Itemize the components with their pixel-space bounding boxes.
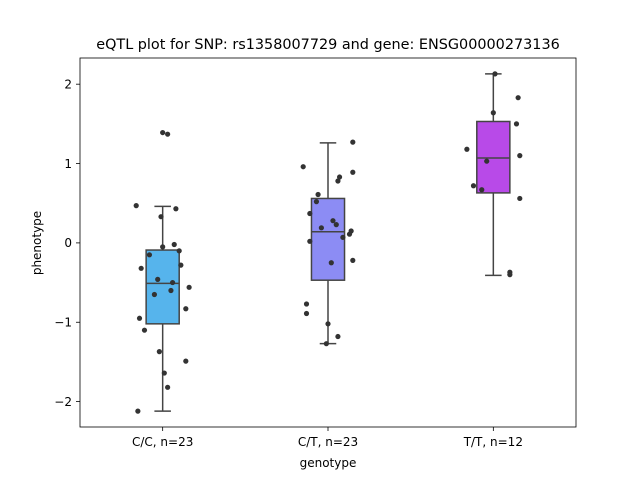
box-iqr (476, 120, 511, 194)
data-point (183, 358, 189, 364)
data-point (330, 218, 336, 224)
data-point (141, 327, 148, 333)
data-point (325, 321, 331, 327)
data-point (517, 153, 523, 159)
data-point (346, 231, 353, 237)
data-point (138, 265, 144, 271)
data-point (151, 291, 157, 298)
data-point (323, 341, 329, 347)
data-point (155, 276, 161, 282)
data-point (313, 199, 320, 205)
data-point (350, 257, 356, 263)
x-tick-label: C/T, n=23 (298, 435, 358, 449)
data-point (168, 287, 174, 294)
data-point (350, 139, 356, 145)
data-point (186, 284, 192, 290)
box-iqr (310, 197, 346, 281)
data-point (165, 131, 171, 137)
data-point (492, 71, 498, 77)
data-point (165, 384, 171, 390)
y-tick-label: 0 (64, 236, 72, 250)
data-point (160, 129, 166, 136)
x-tick-label: C/C, n=23 (132, 435, 193, 449)
data-point (328, 260, 334, 266)
data-point (513, 121, 520, 127)
data-point (315, 191, 321, 198)
data-point (183, 306, 189, 312)
y-tick-label: −2 (54, 395, 72, 409)
axes-frame (79, 57, 577, 428)
data-point (146, 252, 153, 258)
data-point (169, 279, 176, 286)
data-point (307, 238, 313, 244)
box-iqr (145, 249, 180, 325)
data-point (173, 206, 179, 212)
data-point (161, 370, 167, 376)
data-point (160, 244, 166, 250)
y-tick-label: 2 (64, 77, 72, 91)
data-point (490, 110, 496, 116)
data-point (307, 210, 313, 217)
y-tick-label: 1 (64, 157, 72, 171)
data-point (340, 234, 346, 240)
data-point (303, 301, 310, 307)
data-point (178, 262, 184, 268)
data-point (479, 187, 485, 193)
data-point (484, 158, 490, 164)
data-point (517, 195, 523, 202)
data-point (300, 164, 306, 170)
plot-area: −2 −1 0 1 2 C/C, n=23 C/T, n=23 T/T, n=12 (54, 57, 577, 449)
data-point (318, 225, 324, 231)
data-point (507, 272, 513, 278)
data-point (335, 178, 341, 184)
x-axis-label: genotype (300, 456, 357, 470)
data-point (176, 248, 182, 254)
data-point (515, 95, 521, 101)
data-point (336, 174, 343, 180)
y-axis-label: phenotype (30, 211, 44, 275)
y-tick-label: −1 (54, 316, 72, 330)
data-point (158, 214, 164, 220)
data-point (350, 169, 356, 175)
data-point (136, 315, 143, 321)
chart-title: eQTL plot for SNP: rs1358007729 and gene… (96, 37, 560, 53)
data-point (171, 241, 177, 248)
data-point (135, 408, 141, 414)
data-point (333, 222, 339, 228)
data-point (133, 203, 139, 209)
x-tick-label: T/T, n=12 (463, 435, 523, 449)
data-point (156, 349, 162, 355)
data-point (335, 333, 341, 340)
data-point (303, 310, 310, 317)
data-point (470, 183, 477, 189)
data-point (464, 146, 470, 152)
